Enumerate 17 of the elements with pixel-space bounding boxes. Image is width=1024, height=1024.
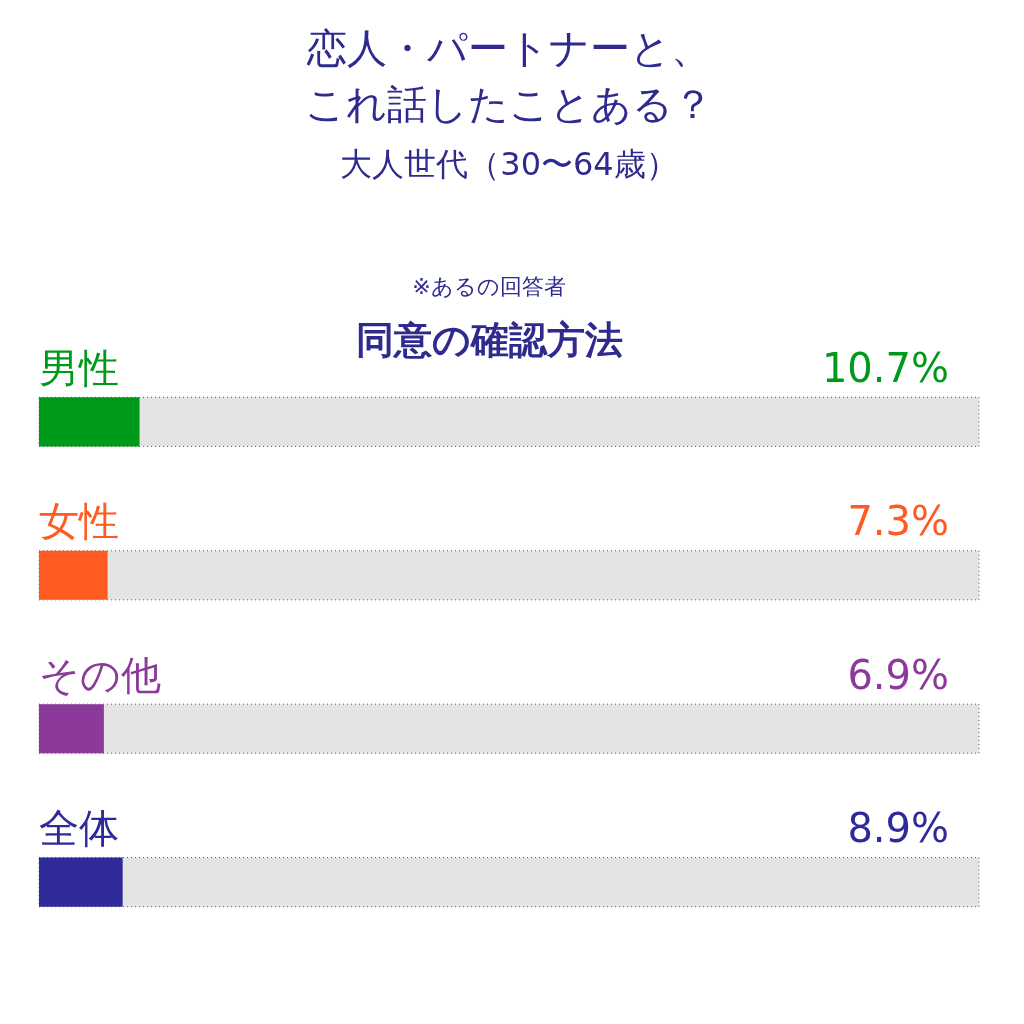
bar <box>39 857 123 907</box>
data-label: 6.9% <box>847 651 949 698</box>
data-label: 8.9% <box>847 805 949 852</box>
data-label: 7.3% <box>847 498 949 545</box>
y-tick-label: 女性 <box>39 498 119 545</box>
y-tick-label: 全体 <box>39 805 119 852</box>
bar <box>39 397 140 447</box>
annotation: ※あるの回答者 <box>412 274 566 299</box>
bar <box>39 704 104 754</box>
text: 恋人・パートナーと、 <box>307 25 711 71</box>
data-label: 10.7% <box>821 344 949 391</box>
y-tick-label: 男性 <box>39 344 119 391</box>
y-tick-label: その他 <box>39 651 161 698</box>
chart-subtitle: 大人世代（30〜64歳） <box>340 145 678 183</box>
annotation: 同意の確認方法 <box>355 318 623 362</box>
bar <box>39 550 108 600</box>
text: これ話したことある？ <box>305 81 713 127</box>
